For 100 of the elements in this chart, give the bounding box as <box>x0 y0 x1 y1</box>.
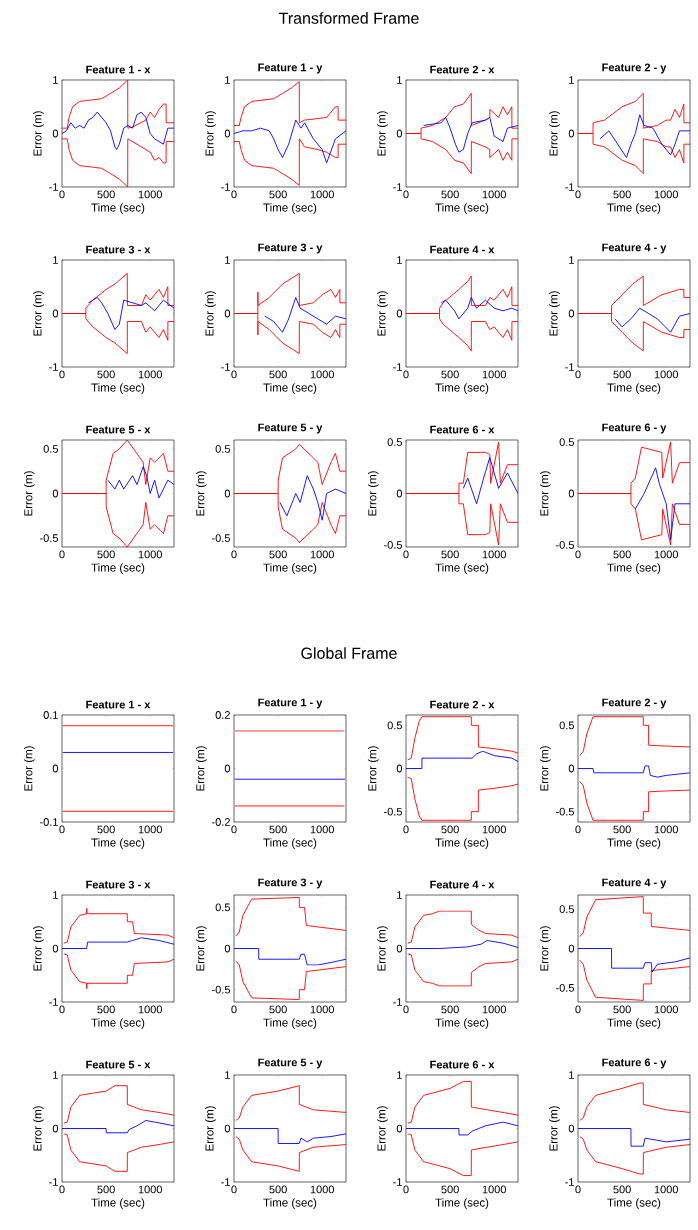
y-axis-title: Error (m) <box>377 1106 388 1151</box>
line-series <box>579 1082 691 1121</box>
y-axis-title: Error (m) <box>377 291 388 336</box>
x-axis-title: Time (sec) <box>91 383 145 394</box>
chart-title: Feature 2 - y <box>602 698 667 709</box>
y-tick-label: 1 <box>397 891 402 899</box>
y-tick-label: 0 <box>224 489 231 498</box>
x-tick-label: 1000 <box>138 550 162 559</box>
chart-title: Feature 1 - y <box>258 63 323 74</box>
y-tick-label: 0.5 <box>43 445 58 453</box>
y-tick-label: 0 <box>224 129 231 138</box>
y-tick-label: 0 <box>396 129 403 138</box>
x-tick-label: 0 <box>59 1185 65 1194</box>
y-tick-label: 0 <box>52 309 59 318</box>
x-axis-title: Time (sec) <box>91 203 145 214</box>
x-tick-label: 500 <box>441 1005 459 1014</box>
x-tick-label: 0 <box>575 1185 581 1194</box>
line-series <box>235 1085 346 1121</box>
x-tick-label: 1000 <box>310 370 334 379</box>
y-tick-label: -0.5 <box>384 541 402 549</box>
x-tick-label: 500 <box>269 370 287 379</box>
y-tick-label: 0 <box>396 1124 403 1133</box>
y-tick-label: -1 <box>49 998 58 1006</box>
x-tick-label: 0 <box>59 190 65 199</box>
x-tick-label: 1000 <box>482 550 506 559</box>
y-tick-label: 0 <box>568 309 575 318</box>
y-axis-title: Error (m) <box>33 111 44 156</box>
y-tick-label: -0.5 <box>556 983 574 992</box>
y-tick-label: 0 <box>52 129 59 138</box>
y-axis-title: Error (m) <box>33 291 44 336</box>
x-tick-label: 500 <box>269 1005 287 1014</box>
y-tick-label: 0 <box>52 1124 59 1133</box>
y-tick-label: 1 <box>397 1071 402 1079</box>
y-tick-label: 0.5 <box>387 721 402 730</box>
x-tick-label: 1000 <box>138 825 162 834</box>
x-tick-label: 0 <box>403 190 409 199</box>
x-tick-label: 500 <box>97 1005 115 1014</box>
chart-title: Feature 5 - x <box>86 425 151 434</box>
y-tick-label: 1 <box>569 76 574 84</box>
x-tick-label: 0 <box>231 550 237 559</box>
x-tick-label: 500 <box>613 370 631 379</box>
x-tick-label: 0 <box>59 550 65 559</box>
line-series <box>578 1128 691 1147</box>
y-axis-title: Error (m) <box>23 746 35 791</box>
y-axis-title: Error (m) <box>367 746 379 791</box>
y-tick-label: 1 <box>53 76 58 84</box>
x-tick-label: 1000 <box>654 1185 678 1194</box>
y-tick-label: -0.5 <box>556 541 574 549</box>
x-tick-label: 500 <box>441 190 459 199</box>
y-tick-label: -1 <box>49 1178 58 1186</box>
y-axis-title: Error (m) <box>549 111 560 156</box>
chart-title: Feature 3 - y <box>258 243 323 254</box>
y-tick-label: 0 <box>52 489 59 498</box>
y-tick-label: 0 <box>568 944 575 953</box>
line-series <box>234 81 346 126</box>
chart-title: Feature 2 - x <box>430 700 495 709</box>
x-tick-label: 1000 <box>138 1185 162 1194</box>
y-tick-label: -1 <box>49 183 58 191</box>
y-tick-label: 1 <box>225 256 230 264</box>
x-tick-label: 1000 <box>138 1005 162 1014</box>
line-series <box>440 297 519 320</box>
x-tick-label: 0 <box>575 190 581 199</box>
x-tick-label: 500 <box>613 1185 631 1194</box>
chart-title: Feature 4 - y <box>602 243 667 254</box>
x-tick-label: 0 <box>231 825 237 834</box>
x-tick-label: 0 <box>231 1185 237 1194</box>
y-tick-label: -0.1 <box>40 818 58 826</box>
line-series <box>407 910 519 944</box>
y-tick-label: 1 <box>397 76 402 84</box>
line-series <box>62 80 174 129</box>
x-tick-label: 500 <box>613 550 631 559</box>
line-series <box>579 959 691 1001</box>
line-series <box>234 948 347 966</box>
line-series <box>235 897 347 937</box>
y-tick-label: -0.5 <box>384 807 402 816</box>
line-series <box>235 960 347 1000</box>
y-tick-label: 0 <box>396 489 403 498</box>
x-axis-title: Time (sec) <box>263 838 317 849</box>
line-series <box>406 940 519 949</box>
y-tick-label: 1 <box>569 256 574 264</box>
y-tick-label: 0.5 <box>559 438 575 446</box>
text: Transformed Frame <box>278 12 419 24</box>
y-tick-label: 1 <box>225 76 230 84</box>
line-series <box>406 750 519 769</box>
y-tick-label: 0.5 <box>559 721 575 730</box>
y-axis-title: Error (m) <box>23 471 35 516</box>
x-tick-label: 1000 <box>482 1005 506 1014</box>
x-tick-label: 500 <box>441 550 459 559</box>
line-series <box>614 307 691 333</box>
y-tick-label: 0 <box>224 309 231 318</box>
line-series <box>234 138 346 186</box>
chart-title: Feature 1 - x <box>86 65 151 74</box>
y-axis-title: Error (m) <box>539 746 551 791</box>
y-tick-label: 0 <box>568 129 575 138</box>
x-tick-label: 500 <box>97 550 115 559</box>
y-tick-label: 0.5 <box>387 438 402 446</box>
line-series <box>462 457 519 505</box>
x-tick-label: 0 <box>59 370 65 379</box>
x-axis-title: Time (sec) <box>435 1198 489 1209</box>
x-tick-label: 0 <box>231 190 237 199</box>
